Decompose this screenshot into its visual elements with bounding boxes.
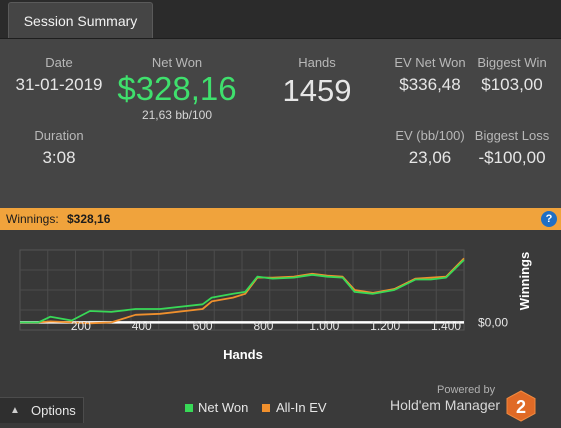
chevron-up-icon: ▲ xyxy=(10,405,20,416)
ev-net-won-stat: EV Net Won $336,48 xyxy=(386,55,474,95)
y-tick-zero: $0,00 xyxy=(478,315,508,329)
plot-series xyxy=(20,257,465,325)
winnings-bar: Winnings: $328,16 ? xyxy=(0,208,561,230)
ev-bb100-value: 23,06 xyxy=(408,148,452,167)
x-axis-label: Hands xyxy=(223,347,263,362)
y-axis-label: Winnings xyxy=(517,252,532,310)
logo-digit: 2 xyxy=(516,397,526,417)
net-won-value: $328,16 xyxy=(117,70,237,107)
winnings-bar-label: Winnings: xyxy=(6,212,59,226)
stats-panel: Date 31-01-2019 Net Won $328,16 21,63 bb… xyxy=(0,39,561,208)
hands-stat: Hands 1459 xyxy=(262,55,372,110)
x-ticks: 200 400 600 800 1.000 1.200 1.400 xyxy=(71,319,462,333)
x-tick-label: 600 xyxy=(193,319,213,333)
date-stat: Date 31-01-2019 xyxy=(5,55,113,95)
ev-net-won-value: $336,48 xyxy=(399,75,461,94)
chart-area: 200 400 600 800 1.000 1.200 1.400 $0,00 Winnin… xyxy=(0,230,561,423)
holdem-manager-logo: 2 xyxy=(506,390,536,422)
net-won-stat: Net Won $328,16 21,63 bb/100 xyxy=(112,55,242,122)
winnings-bar-amount: $328,16 xyxy=(67,212,111,226)
duration-value: 3:08 xyxy=(42,148,76,167)
legend-net-won-label: Net Won xyxy=(198,400,249,415)
title-bar: Session Summary xyxy=(0,0,561,39)
options-label: Options xyxy=(31,403,76,418)
x-tick-label: 1.200 xyxy=(370,319,400,333)
biggest-win-label: Biggest Win xyxy=(477,55,547,70)
powered-by-text: Powered by xyxy=(437,384,496,396)
duration-stat: Duration 3:08 xyxy=(5,128,113,168)
legend-all-in-ev-label: All-In EV xyxy=(276,400,327,415)
biggest-win-value: $103,00 xyxy=(481,75,543,94)
help-icon[interactable]: ? xyxy=(541,211,557,227)
legend-all-in-ev-swatch xyxy=(262,404,270,412)
options-button[interactable]: ▲ Options xyxy=(0,397,84,423)
net-won-label: Net Won xyxy=(151,55,203,70)
hands-label: Hands xyxy=(298,55,336,70)
biggest-loss-value: -$100,00 xyxy=(478,148,546,167)
ev-bb100-stat: EV (bb/100) 23,06 xyxy=(386,128,474,168)
x-tick-label: 1.400 xyxy=(431,319,461,333)
winnings-chart: 200 400 600 800 1.000 1.200 1.400 $0,00 Winnin… xyxy=(19,249,532,362)
hands-value: 1459 xyxy=(282,73,352,108)
x-tick-label: 1.000 xyxy=(309,319,339,333)
net-won-bb100: 21,63 bb/100 xyxy=(141,108,213,122)
date-value: 31-01-2019 xyxy=(15,75,103,94)
ev-net-won-label: EV Net Won xyxy=(394,55,466,70)
legend-net-won-swatch xyxy=(185,404,193,412)
duration-label: Duration xyxy=(34,128,84,143)
biggest-loss-stat: Biggest Loss -$100,00 xyxy=(470,128,554,168)
date-label: Date xyxy=(45,55,73,70)
x-tick-label: 800 xyxy=(253,319,273,333)
x-tick-label: 200 xyxy=(71,319,91,333)
ev-bb100-label: EV (bb/100) xyxy=(395,128,465,143)
series-line-net-won xyxy=(20,259,465,324)
biggest-win-stat: Biggest Win $103,00 xyxy=(470,55,554,95)
brand-name: Hold'em Manager xyxy=(390,397,501,413)
tab-session-summary[interactable]: Session Summary xyxy=(8,2,153,38)
biggest-loss-label: Biggest Loss xyxy=(474,128,550,143)
x-tick-label: 400 xyxy=(132,319,152,333)
